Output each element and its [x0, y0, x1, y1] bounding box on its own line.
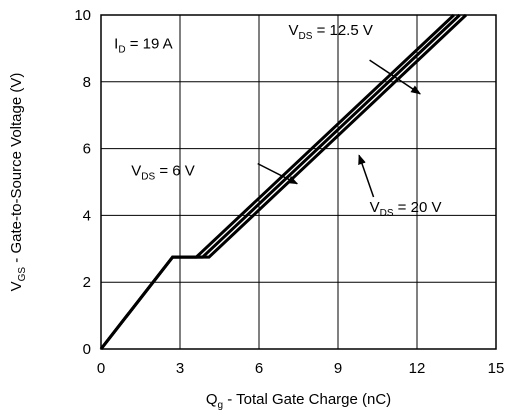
series-label-1: VDS = 12.5 V — [288, 22, 372, 42]
x-axis-title: Qg - Total Gate Charge (nC) — [206, 391, 391, 411]
series-label-arrow-2 — [358, 154, 375, 198]
series-label-0: VDS = 6 V — [131, 162, 195, 182]
x-tick-label: 0 — [97, 360, 105, 377]
annotations: ID = 19 A VDS = 6 V VDS = 12.5 V VDS = 20 V — [114, 22, 441, 219]
series-label-2: VDS = 20 V — [370, 199, 442, 219]
y-axis-title: VGS - Gate-to-Source Voltage (V) — [8, 73, 28, 292]
x-tick-label: 15 — [488, 360, 505, 377]
series-lines — [99, 13, 468, 350]
y-tick-label: 6 — [83, 141, 91, 158]
series-label-arrow-1 — [369, 59, 421, 95]
plot-frame — [100, 14, 497, 350]
y-tick-label: 8 — [83, 74, 91, 91]
y-tick-label: 2 — [83, 274, 91, 291]
y-tick-label: 10 — [74, 7, 91, 24]
grid — [101, 15, 496, 349]
x-tick-label: 12 — [409, 360, 426, 377]
x-tick-label: 6 — [255, 360, 263, 377]
y-tick-label: 0 — [83, 341, 91, 358]
y-tick-label: 4 — [83, 207, 91, 224]
series-line-2 — [99, 13, 468, 350]
x-tick-label: 3 — [176, 360, 184, 377]
test-condition-label: ID = 19 A — [114, 35, 173, 55]
x-tick-label: 9 — [334, 360, 342, 377]
tick-labels: 0 3 6 9 12 15 0 2 4 6 8 10 — [74, 7, 504, 377]
series-label-arrow-0 — [257, 162, 299, 185]
